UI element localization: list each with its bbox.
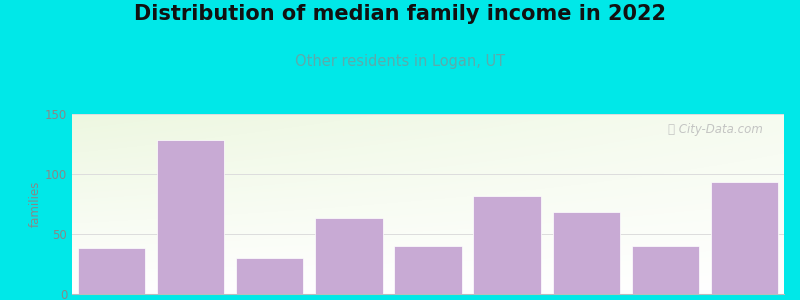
Bar [632, 246, 699, 294]
Text: Other residents in Logan, UT: Other residents in Logan, UT [295, 54, 505, 69]
Bar [394, 246, 462, 294]
Bar [78, 248, 145, 294]
Text: ⓘ City-Data.com: ⓘ City-Data.com [668, 123, 762, 136]
Bar [236, 258, 303, 294]
Bar [474, 196, 541, 294]
Bar [711, 182, 778, 294]
Y-axis label: families: families [29, 181, 42, 227]
Text: Distribution of median family income in 2022: Distribution of median family income in … [134, 4, 666, 25]
Bar [157, 140, 224, 294]
Bar [553, 212, 620, 294]
Bar [315, 218, 382, 294]
